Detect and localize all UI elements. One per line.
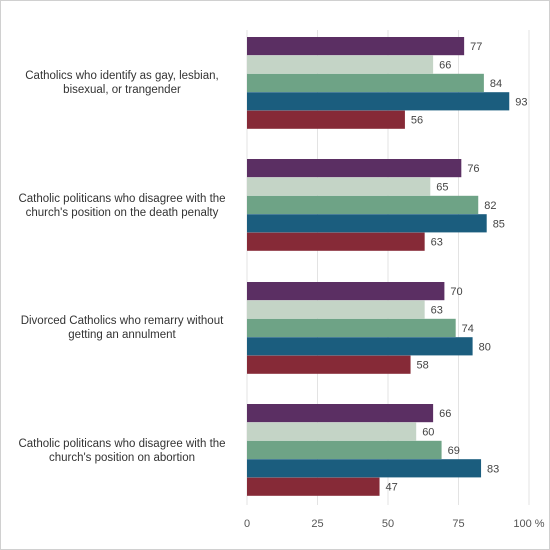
bar-3-0 (247, 404, 434, 423)
bar-1-0 (247, 159, 462, 178)
bar-0-4 (247, 110, 405, 129)
bar-1-2 (247, 195, 479, 214)
bar-value-label-1-1: 65 (436, 182, 448, 194)
category-label-3: Catholic politicans who disagree with th… (18, 438, 226, 464)
bar-value-label-2-3: 80 (479, 341, 491, 353)
bar-3-3 (247, 459, 482, 478)
bar-value-label-3-3: 83 (487, 463, 499, 475)
bar-value-label-2-0: 70 (450, 286, 462, 298)
bar-value-label-1-4: 63 (431, 237, 443, 249)
bar-3-4 (247, 477, 380, 496)
bar-2-4 (247, 355, 411, 374)
bar-0-2 (247, 73, 484, 92)
category-label-1: Catholic politicans who disagree with th… (18, 193, 226, 219)
bar-value-label-3-2: 69 (448, 445, 460, 457)
bar-value-label-2-1: 63 (431, 305, 443, 317)
bar-value-label-3-0: 66 (439, 408, 451, 420)
bar-3-2 (247, 440, 442, 459)
bar-1-4 (247, 232, 425, 251)
bar-1-1 (247, 177, 431, 196)
bar-3-1 (247, 422, 417, 441)
x-tick-label-50: 50 (382, 518, 394, 530)
bar-value-label-0-3: 93 (515, 96, 527, 108)
bar-value-label-1-3: 85 (493, 218, 505, 230)
bar-2-3 (247, 337, 473, 356)
bar-0-0 (247, 37, 465, 56)
x-tick-label-75: 75 (452, 518, 464, 530)
bar-value-label-3-4: 47 (386, 482, 398, 494)
bar-2-1 (247, 300, 425, 319)
bar-0-3 (247, 92, 510, 111)
bar-value-label-3-1: 60 (422, 427, 434, 439)
category-label-2: Divorced Catholics who remarry without g… (20, 315, 224, 341)
bar-value-label-0-4: 56 (411, 115, 423, 127)
bar-0-1 (247, 55, 434, 74)
x-tick-label-100: 100 % (513, 518, 544, 530)
bar-value-label-0-2: 84 (490, 78, 502, 90)
bar-value-label-2-4: 58 (417, 360, 429, 372)
bar-2-2 (247, 318, 456, 337)
bar-2-0 (247, 282, 445, 301)
bar-value-label-2-2: 74 (462, 323, 474, 335)
bar-value-label-1-0: 76 (467, 163, 479, 175)
bar-value-label-0-1: 66 (439, 60, 451, 72)
x-tick-label-25: 25 (311, 518, 323, 530)
category-label-0: Catholics who identify as gay, lesbian, … (25, 70, 219, 96)
x-tick-label-0: 0 (244, 518, 250, 530)
bar-1-3 (247, 214, 487, 233)
bar-value-label-1-2: 82 (484, 200, 496, 212)
bar-value-label-0-0: 77 (470, 41, 482, 53)
